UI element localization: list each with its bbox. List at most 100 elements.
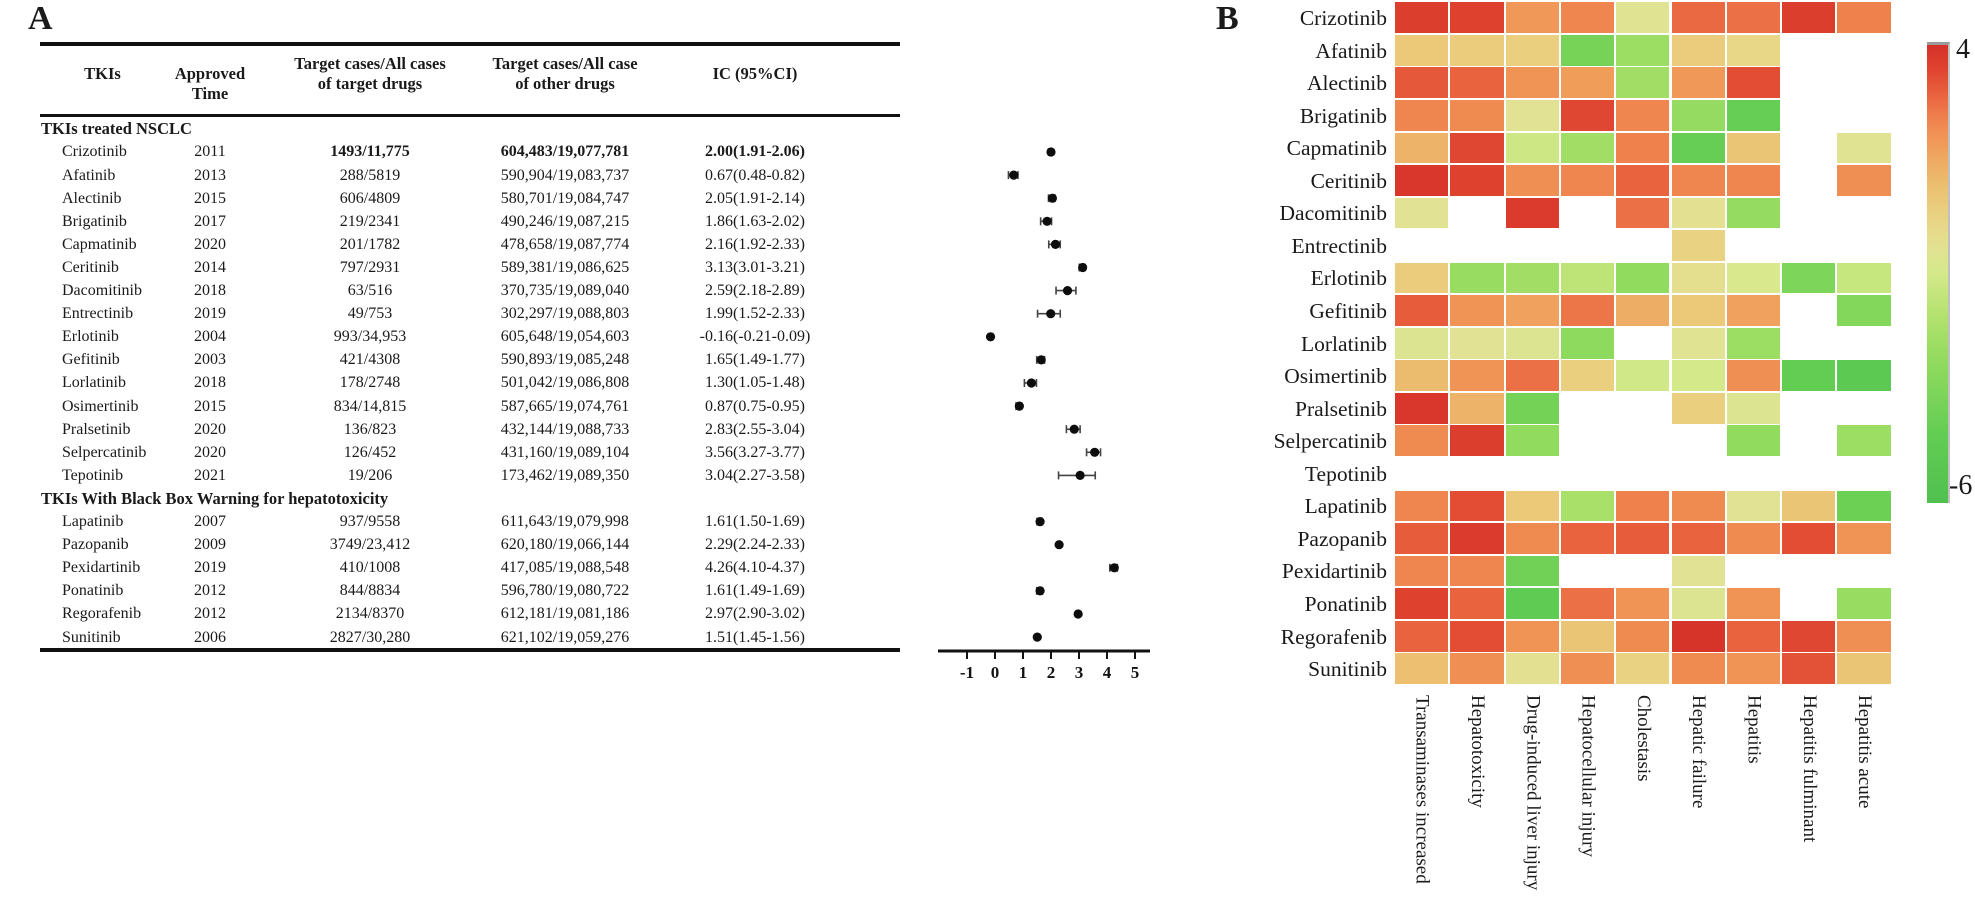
forest-dot <box>985 332 996 342</box>
cell-ic-value: 2.59(2.18-2.89) <box>705 282 805 300</box>
cell-approved-year: 2019 <box>194 559 226 577</box>
cell-other-cases: 605,648/19,054,603 <box>500 328 630 346</box>
forest-dot <box>1042 216 1052 226</box>
heatmap-cell <box>1671 230 1725 261</box>
heatmap-cell <box>1505 425 1559 457</box>
heatmap-cell <box>1671 197 1725 229</box>
cell-ic-value: 1.30(1.05-1.48) <box>705 374 805 392</box>
heatmap-cell <box>1395 490 1449 522</box>
cell-drug-name: Ponatinib <box>62 582 124 600</box>
cell-approved-year: 2007 <box>194 513 226 531</box>
forest-dot <box>1046 309 1056 319</box>
cell-drug-name: Pralsetinib <box>62 420 131 438</box>
forest-dot <box>1026 378 1036 388</box>
heatmap-cell <box>1450 262 1504 294</box>
forest-dot <box>1090 447 1100 457</box>
forest-dot <box>1036 355 1046 365</box>
heatmap-cell <box>1671 555 1725 587</box>
heatmap-row-label: Ceritinib <box>1310 168 1387 193</box>
cell-ic-value: 4.26(4.10-4.37) <box>705 559 805 577</box>
heatmap-cell <box>1505 34 1559 66</box>
cell-approved-year: 2003 <box>194 351 226 369</box>
cell-drug-name: Osimertinib <box>62 397 139 415</box>
heatmap-cell <box>1726 165 1781 196</box>
heatmap-cell <box>1726 34 1781 66</box>
heatmap-row-label: Pralsetinib <box>1295 396 1387 421</box>
cell-ic-value: 2.29(2.24-2.33) <box>705 536 805 554</box>
heatmap-cell <box>1560 2 1615 34</box>
cell-other-cases: 173,462/19,089,350 <box>500 466 630 484</box>
cell-ic-value: 2.05(1.91-2.14) <box>705 189 805 207</box>
forest-dot <box>1046 147 1056 157</box>
forest-dot <box>1075 470 1085 480</box>
heatmap-cell <box>1450 392 1504 424</box>
heatmap-cell <box>1560 295 1615 327</box>
heatmap-cell <box>1726 392 1781 424</box>
heatmap-cell <box>1395 132 1449 164</box>
heatmap-cell <box>1505 2 1559 34</box>
table-header-rule <box>40 114 900 117</box>
cell-drug-name: Pazopanib <box>62 536 129 554</box>
heatmap-cell <box>1450 653 1504 685</box>
heatmap-row-label: Gefitinib <box>1309 299 1387 324</box>
heatmap-cell <box>1395 295 1449 327</box>
forest-axis-tick-label: 4 <box>1103 663 1112 682</box>
cell-approved-year: 2020 <box>194 235 226 253</box>
table-section-header: TKIs treated NSCLC <box>41 119 192 139</box>
heatmap-row-label: Ponatinib <box>1304 591 1387 616</box>
heatmap-cell <box>1726 620 1781 652</box>
col-header-other-drugs: Target cases/All case of other drugs <box>492 54 638 93</box>
heatmap-cell <box>1395 262 1449 294</box>
cell-other-cases: 478,658/19,087,774 <box>500 235 630 253</box>
heatmap-cell <box>1395 392 1449 424</box>
heatmap-cell <box>1837 490 1891 522</box>
cell-target-cases: 126/452 <box>343 443 397 461</box>
heatmap-cell <box>1837 262 1891 294</box>
cell-approved-year: 2006 <box>194 628 226 646</box>
cell-target-cases: 3749/23,412 <box>329 536 411 554</box>
table-row: Crizotinib 2011 1493/11,775 604,483/19,077,… <box>40 140 875 163</box>
heatmap-cell <box>1560 490 1615 522</box>
cell-drug-name: Lapatinib <box>62 513 124 531</box>
heatmap-column-label: Hepatic failure <box>1688 695 1710 809</box>
table-row: Alectinib 2015 606/4809 580,701/19,084,747 2… <box>40 187 875 210</box>
cell-other-cases: 417,085/19,088,548 <box>500 559 630 577</box>
table-bottom-rule <box>40 648 900 652</box>
heatmap-cell <box>1837 165 1891 196</box>
cell-other-cases: 612,181/19,081,186 <box>500 605 630 623</box>
forest-dot <box>1032 632 1042 642</box>
heatmap-cell <box>1671 132 1725 164</box>
heatmap-cell <box>1560 99 1615 131</box>
cell-target-cases: 410/1008 <box>339 559 401 577</box>
panel-b-label: B <box>1216 0 1239 37</box>
table-row: Tepotinib 2021 19/206 173,462/19,089,350 3.0… <box>40 464 875 487</box>
heatmap-cell <box>1395 34 1449 66</box>
heatmap-row-label: Lapatinib <box>1304 494 1387 519</box>
cell-target-cases: 606/4809 <box>339 189 401 207</box>
heatmap-cell <box>1726 295 1781 327</box>
heatmap-cell <box>1395 588 1449 619</box>
colorbar-max-label: 4 <box>1956 34 1970 65</box>
cell-ic-value: 1.65(1.49-1.77) <box>705 351 805 369</box>
cell-ic-value: 1.61(1.50-1.69) <box>705 513 805 531</box>
cell-approved-year: 2017 <box>194 212 226 230</box>
heatmap-cell <box>1782 653 1836 685</box>
heatmap-cell <box>1837 588 1891 619</box>
cell-ic-value: 2.83(2.55-3.04) <box>705 420 805 438</box>
cell-other-cases: 501,042/19,086,808 <box>500 374 630 392</box>
heatmap-cell <box>1505 99 1559 131</box>
heatmap-cell <box>1782 490 1836 522</box>
heatmap-cell <box>1671 34 1725 66</box>
heatmap-cell <box>1726 132 1781 164</box>
table-row: Lorlatinib 2018 178/2748 501,042/19,086,808… <box>40 371 875 394</box>
heatmap-cell <box>1560 620 1615 652</box>
heatmap-cell <box>1616 132 1670 164</box>
cell-drug-name: Capmatinib <box>62 235 137 253</box>
heatmap-column-label: Transaminases increased <box>1411 695 1433 884</box>
forest-axis-tick-label: 1 <box>1019 663 1028 682</box>
col-header-approved-time: Approved Time <box>174 64 246 103</box>
heatmap-cell <box>1505 67 1559 99</box>
heatmap-row-label: Pazopanib <box>1297 526 1387 551</box>
forest-dot <box>1073 609 1083 619</box>
